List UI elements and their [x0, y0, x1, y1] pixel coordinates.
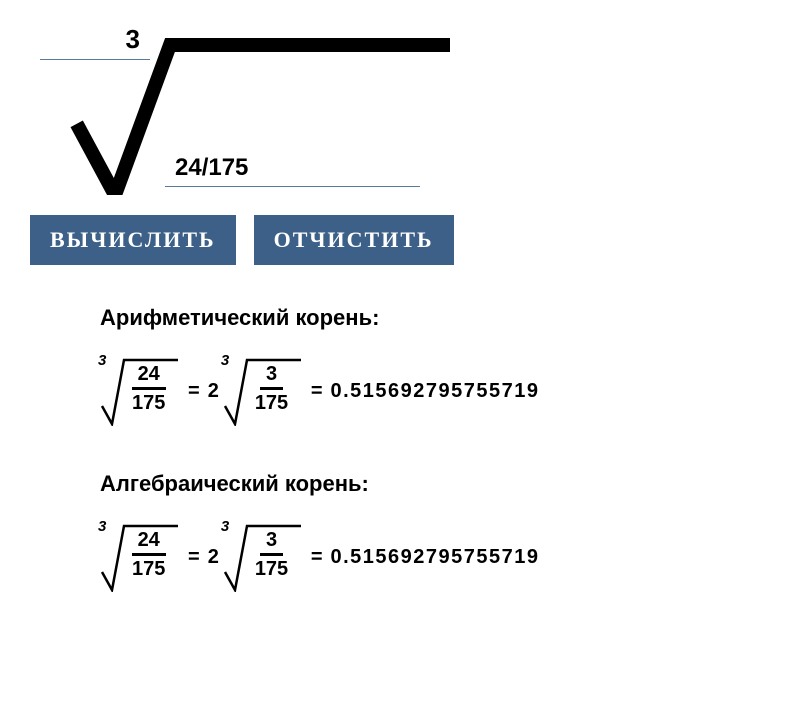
fraction: 3 175	[249, 530, 294, 579]
radical-1: 3 24 175	[100, 522, 180, 592]
denominator: 175	[126, 556, 171, 579]
equals-sign: =	[307, 546, 327, 569]
degree-input[interactable]	[40, 20, 150, 60]
algebraic-result: Алгебраический корень: 3 24 175 = 2 3	[100, 471, 762, 592]
equals-sign: =	[184, 546, 204, 569]
numerator: 3	[260, 530, 283, 556]
arithmetic-expression: 3 24 175 = 2 3 3 175	[100, 356, 762, 426]
decimal-result: 0.515692795755719	[331, 380, 540, 403]
clear-button[interactable]: ОТЧИСТИТЬ	[254, 215, 454, 265]
equals-sign: =	[307, 380, 327, 403]
algebraic-title: Алгебраический корень:	[100, 471, 762, 497]
radical-degree: 3	[98, 518, 106, 535]
arithmetic-result: Арифметический корень: 3 24 175 = 2 3	[100, 305, 762, 426]
radical-degree: 3	[98, 352, 106, 369]
equals-sign: =	[184, 380, 204, 403]
fraction: 3 175	[249, 364, 294, 413]
radicand-input[interactable]	[165, 150, 420, 187]
calculate-button[interactable]: ВЫЧИСЛИТЬ	[30, 215, 236, 265]
arithmetic-title: Арифметический корень:	[100, 305, 762, 331]
numerator: 24	[132, 530, 166, 556]
calculator-input-area	[30, 20, 762, 200]
denominator: 175	[249, 390, 294, 413]
results-area: Арифметический корень: 3 24 175 = 2 3	[30, 305, 762, 592]
coefficient: 2	[208, 546, 219, 569]
radical-degree: 3	[221, 352, 229, 369]
denominator: 175	[126, 390, 171, 413]
button-row: ВЫЧИСЛИТЬ ОТЧИСТИТЬ	[30, 215, 762, 265]
radical-degree: 3	[221, 518, 229, 535]
radical-2: 3 3 175	[223, 356, 303, 426]
algebraic-expression: 3 24 175 = 2 3 3 175	[100, 522, 762, 592]
denominator: 175	[249, 556, 294, 579]
numerator: 24	[132, 364, 166, 390]
coefficient: 2	[208, 380, 219, 403]
decimal-result: 0.515692795755719	[331, 546, 540, 569]
radical-1: 3 24 175	[100, 356, 180, 426]
fraction: 24 175	[126, 530, 171, 579]
radical-2: 3 3 175	[223, 522, 303, 592]
fraction: 24 175	[126, 364, 171, 413]
numerator: 3	[260, 364, 283, 390]
